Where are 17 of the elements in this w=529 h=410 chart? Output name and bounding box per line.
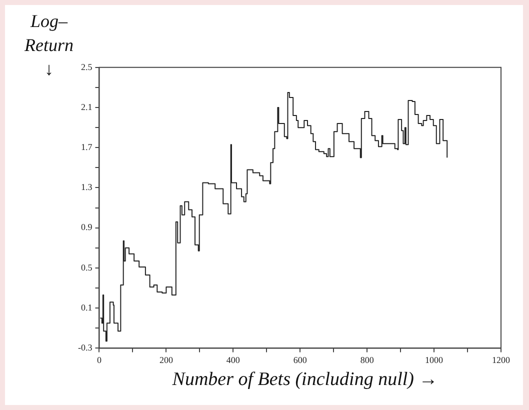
y-tick-label: -0.3	[78, 342, 93, 353]
y-tick-label: 0.9	[80, 222, 93, 232]
x-tick-label: 200	[159, 354, 174, 365]
x-tick-label: 1200	[492, 354, 510, 365]
x-tick-label: 1000	[425, 354, 444, 365]
y-tick-label: 2.1	[80, 102, 92, 112]
x-axis-title: Number of Bets (including null) →	[171, 369, 439, 391]
y-tick-label: 1.7	[80, 142, 93, 152]
y-tick-label: 1.3	[80, 182, 93, 192]
x-tick-label: 400	[226, 354, 240, 365]
x-tick-label: 0	[96, 354, 102, 365]
x-tick-label: 800	[360, 354, 374, 365]
y-tick-label: 0.1	[80, 302, 92, 312]
y-tick-label: 0.5	[80, 262, 93, 272]
y-tick-label: 2.5	[80, 62, 93, 72]
x-tick-label: 600	[293, 354, 308, 365]
y-axis-title: Log– Return ↓	[24, 10, 74, 81]
